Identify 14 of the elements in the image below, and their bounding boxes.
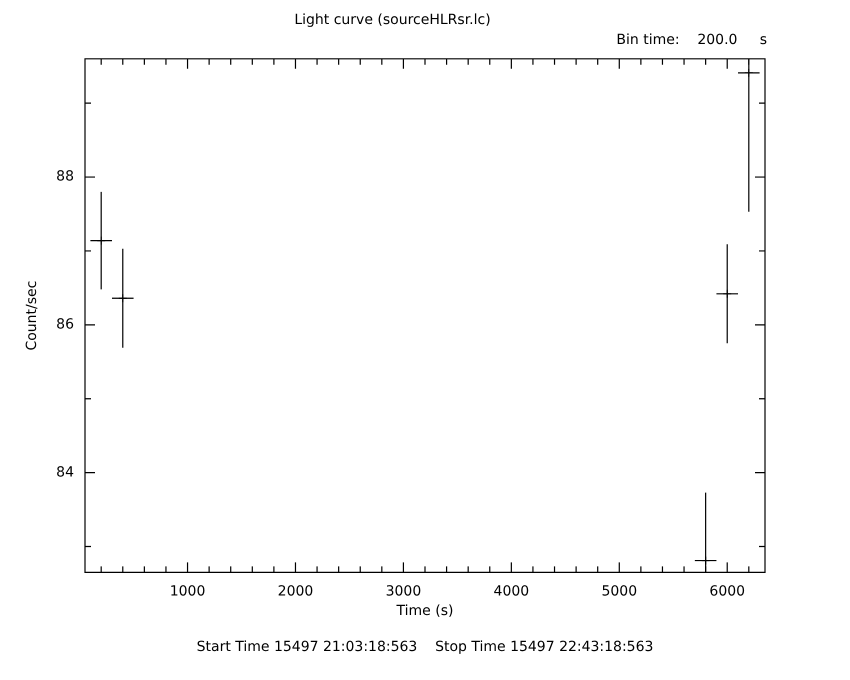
x-tick-label: 6000 [709,583,746,600]
x-tick-label: 3000 [386,583,422,600]
x-tick-label: 4000 [494,583,530,600]
x-tick-label: 2000 [278,583,314,600]
chart-title: Light curve (sourceHLRsr.lc) [294,12,491,28]
y-tick-label: 86 [56,316,74,332]
x-tick-label: 1000 [170,583,206,600]
text: Start Time 15497 21:03:18:563 Stop Time 15497 22:43:18:563 [196,639,654,655]
x-axis-title: Time (s) [396,603,454,620]
text: Bin time: 200.0 s [616,32,767,48]
y-tick-label: 84 [56,464,74,480]
x-tick-label: 5000 [601,583,638,600]
y-axis-title: Count/sec [24,280,40,351]
y-tick-label: 88 [56,168,74,185]
